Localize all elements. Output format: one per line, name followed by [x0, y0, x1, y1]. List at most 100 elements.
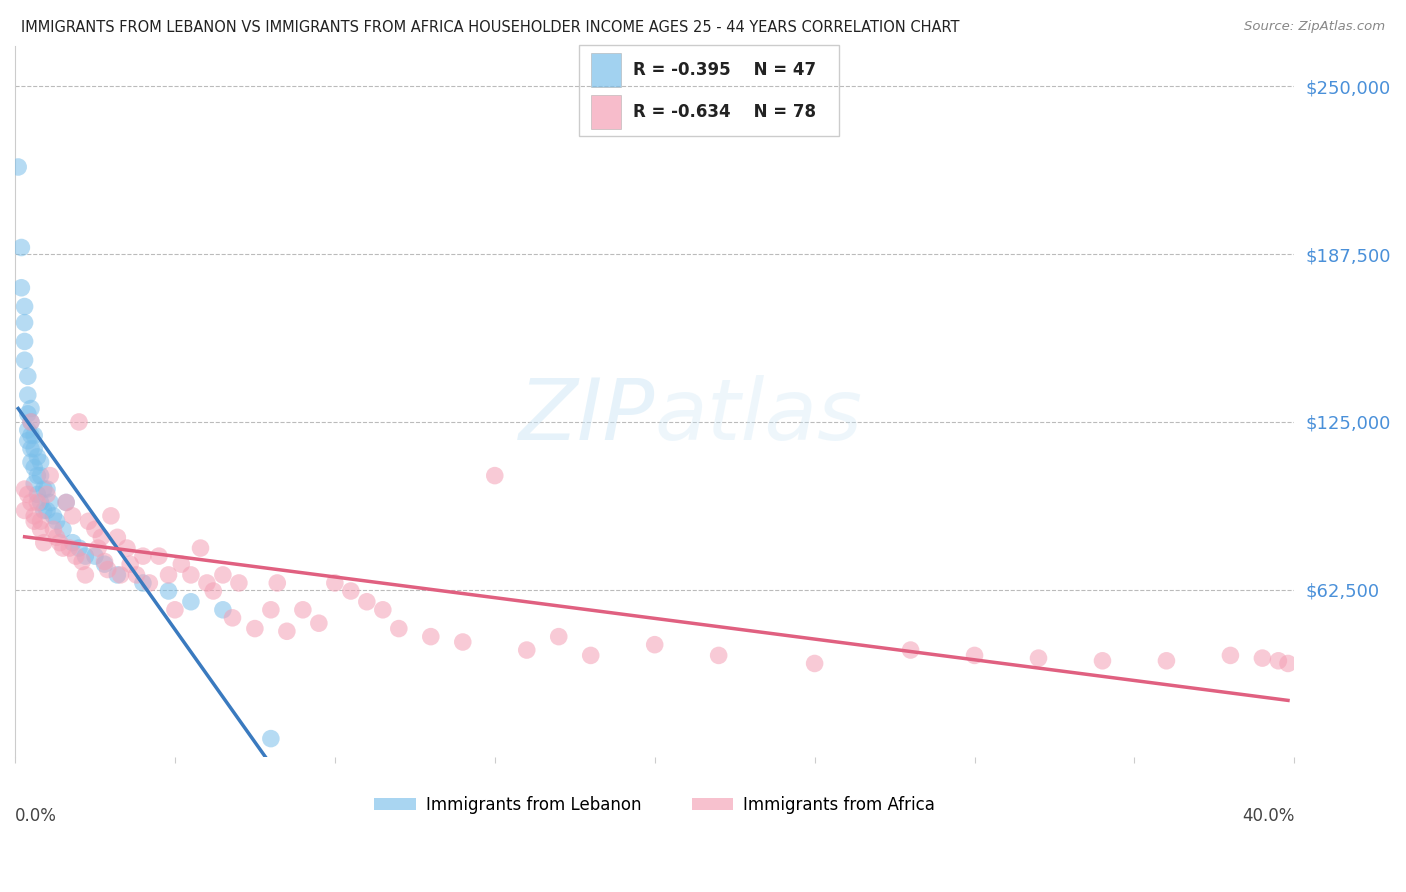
- Point: [13, 353, 35, 368]
- Point: [276, 624, 298, 639]
- Point: [62, 508, 84, 523]
- Point: [1251, 651, 1274, 665]
- Point: [20, 401, 42, 416]
- Point: [1219, 648, 1241, 663]
- Point: [22, 460, 45, 475]
- Point: [484, 468, 506, 483]
- Point: [13, 316, 35, 330]
- Text: IMMIGRANTS FROM LEBANON VS IMMIGRANTS FROM AFRICA HOUSEHOLDER INCOME AGES 25 - 4: IMMIGRANTS FROM LEBANON VS IMMIGRANTS FR…: [21, 20, 959, 35]
- Point: [35, 482, 58, 496]
- Point: [212, 603, 235, 617]
- Point: [125, 568, 148, 582]
- Point: [67, 415, 90, 429]
- Point: [190, 541, 212, 555]
- Point: [67, 541, 90, 555]
- Point: [39, 495, 62, 509]
- Point: [221, 611, 243, 625]
- Point: [75, 549, 97, 563]
- Point: [228, 576, 250, 591]
- Point: [30, 495, 52, 509]
- Text: 40.0%: 40.0%: [1241, 807, 1295, 825]
- Point: [148, 549, 170, 563]
- Point: [65, 549, 87, 563]
- Point: [17, 388, 39, 402]
- Point: [45, 514, 67, 528]
- Text: Source: ZipAtlas.com: Source: ZipAtlas.com: [1244, 20, 1385, 33]
- Point: [13, 503, 35, 517]
- Point: [202, 584, 225, 599]
- Point: [20, 455, 42, 469]
- Point: [707, 648, 730, 663]
- Point: [110, 568, 132, 582]
- Point: [17, 487, 39, 501]
- Point: [55, 495, 77, 509]
- Point: [22, 508, 45, 523]
- Text: R = -0.634    N = 78: R = -0.634 N = 78: [633, 103, 815, 121]
- Point: [419, 630, 441, 644]
- Point: [1028, 651, 1050, 665]
- Point: [132, 576, 155, 591]
- Point: [30, 514, 52, 528]
- Point: [52, 522, 75, 536]
- Point: [75, 568, 97, 582]
- Point: [157, 568, 180, 582]
- Point: [42, 508, 65, 523]
- Point: [62, 535, 84, 549]
- Point: [20, 415, 42, 429]
- Point: [97, 563, 120, 577]
- Point: [1267, 654, 1289, 668]
- Point: [77, 514, 100, 528]
- Point: [27, 495, 49, 509]
- Point: [35, 503, 58, 517]
- Point: [13, 482, 35, 496]
- Point: [388, 622, 411, 636]
- Point: [49, 535, 72, 549]
- Point: [22, 514, 45, 528]
- Point: [157, 584, 180, 599]
- Point: [55, 495, 77, 509]
- Point: [93, 554, 115, 568]
- Point: [90, 530, 112, 544]
- Point: [1277, 657, 1299, 671]
- Point: [17, 369, 39, 384]
- Point: [100, 508, 122, 523]
- Point: [22, 442, 45, 456]
- Legend: Immigrants from Lebanon, Immigrants from Africa: Immigrants from Lebanon, Immigrants from…: [368, 789, 942, 820]
- Point: [32, 535, 55, 549]
- Point: [93, 557, 115, 571]
- Point: [30, 468, 52, 483]
- Point: [20, 495, 42, 509]
- Point: [356, 595, 378, 609]
- Point: [20, 428, 42, 442]
- Point: [105, 568, 128, 582]
- Point: [120, 557, 142, 571]
- Point: [22, 476, 45, 491]
- Point: [170, 557, 193, 571]
- Point: [547, 630, 569, 644]
- Point: [212, 568, 235, 582]
- Point: [260, 731, 283, 746]
- Point: [10, 240, 32, 254]
- Point: [30, 522, 52, 536]
- Point: [87, 541, 110, 555]
- Point: [13, 334, 35, 349]
- Point: [132, 549, 155, 563]
- Point: [32, 482, 55, 496]
- Point: [163, 603, 186, 617]
- Point: [1156, 654, 1178, 668]
- Point: [84, 522, 107, 536]
- Point: [260, 603, 283, 617]
- Point: [84, 549, 107, 563]
- Point: [17, 407, 39, 421]
- Point: [20, 415, 42, 429]
- Point: [803, 657, 825, 671]
- Text: 0.0%: 0.0%: [15, 807, 56, 825]
- Point: [27, 468, 49, 483]
- Point: [39, 468, 62, 483]
- Point: [42, 522, 65, 536]
- Point: [644, 638, 666, 652]
- Text: ZIP: ZIP: [519, 375, 655, 458]
- Point: [10, 281, 32, 295]
- Point: [7, 160, 30, 174]
- Point: [52, 541, 75, 555]
